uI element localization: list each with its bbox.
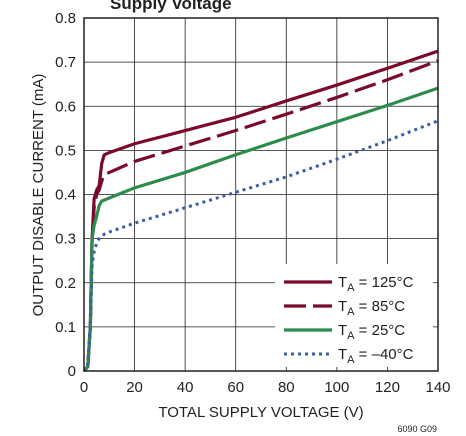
- chart-title-fragment: Supply Voltage: [110, 0, 232, 13]
- y-tick-label: 0: [68, 363, 76, 380]
- x-tick-label: 40: [177, 379, 194, 396]
- legend-label-3: TA = –40°C: [338, 346, 414, 366]
- x-tick-label: 80: [278, 379, 295, 396]
- series-line-2: [82, 86, 439, 373]
- y-tick-label: 0.8: [55, 10, 76, 27]
- y-tick-label: 0.1: [55, 319, 76, 336]
- grid: [84, 18, 438, 371]
- series-line-3: [82, 119, 439, 372]
- x-axis-title: TOTAL SUPPLY VOLTAGE (V): [158, 404, 363, 421]
- x-tick-label: 20: [126, 379, 143, 396]
- legend-label-0: TA = 125°C: [338, 274, 414, 294]
- legend-label-2: TA = 25°C: [338, 322, 405, 342]
- y-tick-label: 0.3: [55, 231, 76, 248]
- x-tick-label: 140: [425, 379, 450, 396]
- x-tick-label: 100: [324, 379, 349, 396]
- x-tick-labels: 0 20 40 60 80 100 120 140: [80, 379, 451, 396]
- plot-frame: [83, 17, 439, 372]
- figure-id: 6090 G09: [397, 424, 437, 434]
- legend-label-1: TA = 85°C: [338, 298, 405, 318]
- y-tick-label: 0.2: [55, 275, 76, 292]
- x-tick-label: 0: [80, 379, 88, 396]
- y-tick-label: 0.7: [55, 54, 76, 71]
- x-tick-label: 120: [375, 379, 400, 396]
- y-tick-label: 0.6: [55, 98, 76, 115]
- y-tick-label: 0.5: [55, 142, 76, 159]
- y-tick-labels: 0 0.1 0.2 0.3 0.4 0.5 0.6 0.7 0.8: [55, 10, 76, 380]
- series-lines: [82, 49, 439, 373]
- x-tick-label: 60: [227, 379, 244, 396]
- legend: TA = 125°C TA = 85°C TA = 25°C TA = –40°C: [284, 274, 414, 366]
- y-axis-title: OUTPUT DISABLE CURRENT (mA): [30, 74, 47, 317]
- y-tick-label: 0.4: [55, 187, 76, 204]
